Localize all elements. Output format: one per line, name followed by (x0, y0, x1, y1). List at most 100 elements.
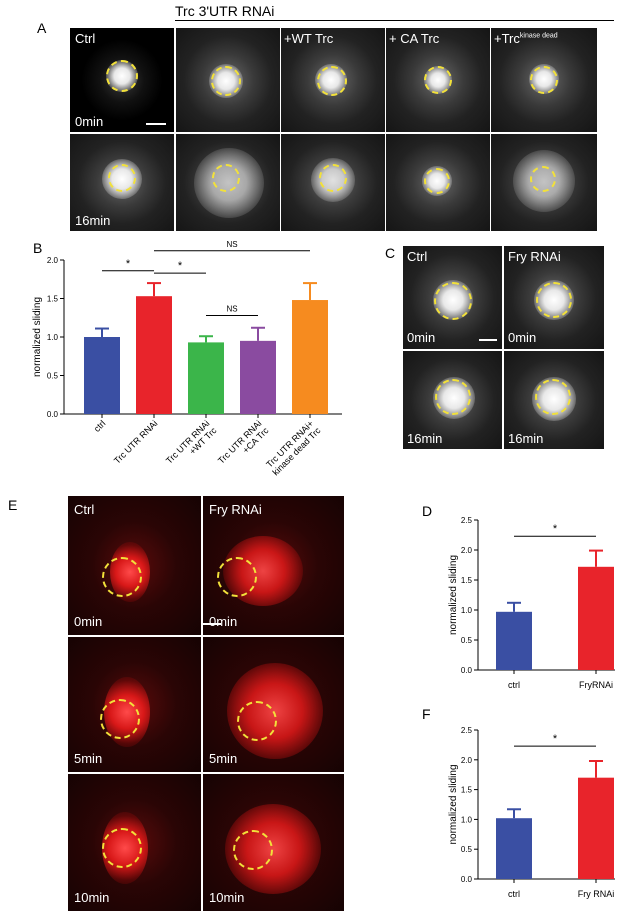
y-tick-label: 2.0 (461, 756, 473, 765)
roi-circle (435, 379, 471, 415)
panel-label-e: E (8, 497, 18, 513)
y-tick-label: 1.0 (47, 333, 59, 342)
bar (136, 296, 172, 414)
micrograph-a-kd-0min: +Trckinase dead (491, 28, 597, 132)
column-label: Fry RNAi (209, 502, 262, 517)
x-tick-label-line: Trc UTR RNAi (112, 418, 159, 465)
time-label: 0min (508, 330, 537, 345)
x-tick-label: ctrl (508, 680, 520, 690)
y-tick-label: 1.5 (461, 786, 473, 795)
panel-label-f: F (422, 706, 431, 722)
x-tick-label: Fry RNAi (578, 889, 615, 899)
micrograph-c-ctrl-16min: 16min (403, 351, 502, 449)
micrograph-a-wt-16min (281, 134, 385, 231)
micrograph-e-fry-5min: 5min (203, 637, 344, 772)
y-tick-label: 0.0 (461, 875, 473, 884)
y-tick-label: 0.5 (47, 372, 59, 381)
roi-circle (212, 164, 240, 192)
chart-f: 0.0 0.5 1.0 1.5 2.0 2.5 normalized sliding ctrl… (448, 726, 615, 899)
column-label: + CA Trc (389, 31, 440, 46)
roi-circle (108, 164, 136, 192)
column-label: Ctrl (74, 502, 95, 517)
time-label: 0min (407, 330, 436, 345)
roi-circle (102, 828, 142, 868)
roi-circle (106, 60, 138, 92)
bar (578, 566, 614, 670)
roi-circle (102, 557, 142, 597)
panel-label-c: C (385, 245, 396, 261)
micrograph-a-ca-16min (386, 134, 490, 231)
scale-bar (146, 123, 166, 125)
column-label: Fry RNAi (508, 249, 561, 264)
y-tick-label: 1.0 (461, 606, 473, 615)
micrograph-e-ctrl-0min: Ctrl 0min (68, 496, 201, 635)
panel-a-header-line (175, 20, 614, 21)
significance-label: * (178, 260, 183, 272)
panel-a-header: Trc 3'UTR RNAi (175, 3, 275, 19)
panel-label-b: B (33, 240, 43, 256)
time-label: 0min (209, 614, 238, 629)
roi-circle (317, 66, 347, 96)
significance-label: * (126, 258, 131, 270)
time-label: 16min (508, 431, 544, 446)
micrograph-e-ctrl-10min: 10min (68, 774, 201, 911)
significance-label: * (553, 733, 558, 745)
micrograph-a-ctrl-16min: 16min (70, 134, 174, 231)
significance-label: NS (226, 304, 237, 313)
y-tick-label: 2.5 (461, 516, 473, 525)
scale-bar (203, 623, 221, 625)
micrograph-a-ca-0min: + CA Trc (386, 28, 490, 132)
y-tick-label: 1.5 (461, 576, 473, 585)
x-tick-label: FryRNAi (579, 680, 613, 690)
roi-circle (530, 166, 556, 192)
time-label: 5min (209, 751, 238, 766)
time-label: 10min (209, 890, 245, 905)
x-tick-label: ctrl (508, 889, 520, 899)
time-label: 0min (75, 114, 104, 129)
kinase-dead-superscript: kinase dead (519, 32, 558, 40)
roi-circle (217, 557, 257, 597)
column-label: Ctrl (407, 249, 428, 264)
column-label: Ctrl (75, 31, 96, 46)
y-tick-label: 1.0 (461, 815, 473, 824)
significance-label: * (553, 523, 558, 535)
roi-circle (536, 282, 572, 318)
micrograph-e-fry-10min: 10min (203, 774, 344, 911)
bar (578, 777, 614, 879)
bar (240, 340, 276, 414)
micrograph-a-rnai-16min (176, 134, 280, 231)
bar (496, 611, 532, 670)
x-tick-label: ctrl (92, 418, 108, 434)
y-axis-label: normalized sliding (32, 297, 43, 377)
bar (496, 818, 532, 879)
roi-circle (530, 66, 558, 94)
x-tick-label: Trc UTR RNAi (112, 418, 159, 465)
y-tick-label: 0.5 (461, 845, 473, 854)
roi-circle (424, 168, 450, 194)
time-label: 0min (74, 614, 103, 629)
scale-bar (479, 339, 497, 341)
significance-label: NS (226, 240, 237, 249)
column-label: +WT Trc (284, 31, 334, 46)
micrograph-c-ctrl-0min: Ctrl 0min (403, 246, 502, 349)
time-label: 16min (75, 213, 111, 228)
panel-label-a: A (37, 20, 47, 36)
micrograph-e-fry-0min: Fry RNAi 0min (203, 496, 344, 635)
time-label: 5min (74, 751, 103, 766)
y-tick-label: 2.5 (461, 726, 473, 735)
chart-d: 0.0 0.5 1.0 1.5 2.0 2.5 normalized sliding ctrl… (448, 516, 615, 690)
y-tick-label: 0.0 (47, 410, 59, 419)
roi-circle (535, 379, 571, 415)
micrograph-a-rnai-0min (176, 28, 280, 132)
micrograph-c-fry-0min: Fry RNAi 0min (504, 246, 604, 349)
panel-label-d: D (422, 503, 433, 519)
time-label: 16min (407, 431, 443, 446)
roi-circle (233, 830, 273, 870)
roi-circle (424, 66, 452, 94)
roi-circle (319, 164, 347, 192)
column-label: +Trckinase dead (494, 31, 558, 46)
y-axis-label: normalized sliding (448, 764, 459, 844)
roi-circle (100, 699, 140, 739)
